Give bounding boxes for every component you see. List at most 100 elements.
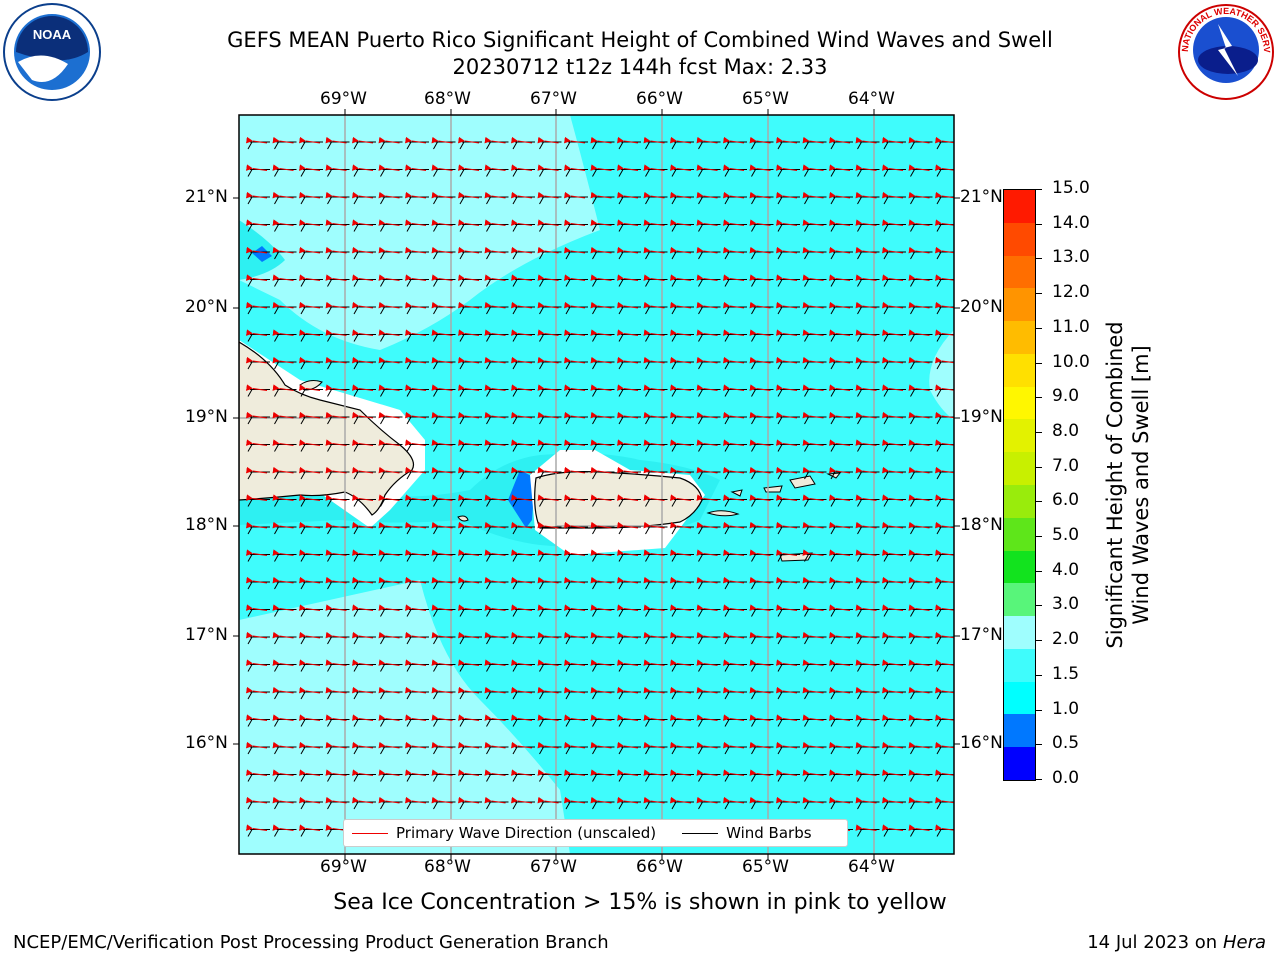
wave-direction-arrow: [245, 411, 268, 419]
wave-direction-arrow: [643, 741, 665, 749]
wave-direction-arrow: [378, 604, 400, 612]
wave-direction-arrow: [828, 439, 851, 447]
colorbar-segment: [1004, 681, 1035, 715]
wave-direction-arrow: [563, 466, 586, 474]
map-tick-marks: [233, 109, 960, 860]
colorbar-tick-label: 1.0: [1052, 698, 1080, 719]
wave-direction-arrow: [351, 686, 374, 694]
wave-direction-arrow: [457, 329, 480, 337]
wave-direction-arrow: [457, 164, 480, 172]
colorbar-tick-mark: [1036, 501, 1042, 503]
wave-direction-arrow: [643, 329, 665, 337]
wave-direction-arrow: [908, 411, 930, 419]
wave-direction-arrow: [749, 769, 771, 777]
wave-direction-arrow: [669, 246, 692, 254]
wave-direction-arrow: [669, 164, 692, 172]
wave-direction-arrow: [404, 384, 427, 392]
wave-direction-arrow: [696, 219, 718, 227]
wave-direction-arrow: [245, 136, 268, 144]
wave-direction-arrow: [802, 301, 824, 309]
light-wave-region-south: [239, 580, 570, 854]
wave-direction-arrow: [669, 521, 692, 529]
wave-direction-arrow: [643, 191, 665, 199]
wave-direction-arrow: [298, 604, 321, 612]
wave-direction-arrow: [325, 796, 347, 804]
wave-direction-arrow: [749, 384, 771, 392]
wave-direction-arrow: [404, 741, 427, 749]
wave-direction-arrow: [351, 439, 374, 447]
wave-direction-arrow: [669, 686, 692, 694]
wave-direction-arrow: [563, 411, 586, 419]
wave-direction-arrow: [643, 356, 665, 364]
wave-direction-arrow: [298, 411, 321, 419]
wave-direction-arrow: [351, 356, 374, 364]
wave-direction-arrow: [590, 549, 612, 557]
wave-direction-arrow: [775, 796, 798, 804]
wave-direction-arrow: [563, 796, 586, 804]
wave-direction-arrow: [616, 411, 639, 419]
wave-direction-arrow: [802, 384, 824, 392]
colorbar-tick-label: 11.0: [1052, 316, 1090, 337]
wave-direction-arrow: [908, 549, 930, 557]
noaa-logo-text: NOAA: [33, 27, 72, 42]
wave-direction-arrow: [484, 576, 506, 584]
wave-direction-arrow: [669, 136, 692, 144]
wave-direction-arrow: [908, 274, 930, 282]
wave-direction-arrow: [404, 604, 427, 612]
wave-direction-arrow: [775, 191, 798, 199]
colorbar-tick-label: 15.0: [1052, 178, 1090, 198]
colorbar-tick-label: 7.0: [1052, 455, 1080, 476]
wave-direction-arrow: [457, 191, 480, 199]
colorbar-segment: [1004, 550, 1035, 584]
wave-direction-arrow: [908, 191, 930, 199]
wave-direction-arrow: [696, 329, 718, 337]
wave-direction-arrow: [616, 191, 639, 199]
wave-direction-arrow: [510, 494, 533, 502]
wave-direction-arrow: [775, 741, 798, 749]
colorbar: [1003, 189, 1036, 781]
wave-direction-arrow: [643, 714, 665, 722]
wave-direction-arrow: [245, 494, 268, 502]
wave-direction-arrow: [298, 824, 321, 832]
wave-direction-arrow: [722, 164, 745, 172]
wave-direction-arrow: [404, 356, 427, 364]
wave-direction-arrow: [616, 796, 639, 804]
wave-direction-arrow: [802, 466, 824, 474]
colorbar-tick-label: 2.0: [1052, 629, 1080, 650]
colorbar-tick-mark: [1036, 327, 1042, 329]
lon-tick-top: 66°W: [636, 89, 683, 109]
wave-direction-arrow: [616, 741, 639, 749]
wave-direction-arrow: [775, 246, 798, 254]
wave-direction-arrow: [510, 356, 533, 364]
wave-direction-arrow: [643, 769, 665, 777]
wave-direction-arrow: [510, 384, 533, 392]
tortola-island: [789, 475, 816, 489]
wave-direction-arrow: [272, 631, 294, 639]
wave-direction-arrow: [404, 466, 427, 474]
wave-direction-arrow: [351, 549, 374, 557]
wave-direction-arrow: [696, 714, 718, 722]
wave-direction-arrow: [775, 439, 798, 447]
wave-direction-arrow: [431, 411, 453, 419]
wave-direction-arrow: [643, 164, 665, 172]
wave-direction-arrow: [563, 494, 586, 502]
wave-direction-arrow: [404, 659, 427, 667]
wave-direction-arrow: [855, 686, 877, 694]
wave-direction-arrow: [855, 521, 877, 529]
wave-direction-arrow: [510, 301, 533, 309]
wave-direction-arrow: [722, 604, 745, 612]
wave-direction-arrow: [749, 329, 771, 337]
wave-direction-arrow: [537, 631, 559, 639]
wave-direction-arrow: [590, 384, 612, 392]
wave-direction-arrow: [590, 329, 612, 337]
wave-direction-arrow: [616, 329, 639, 337]
wave-direction-arrow: [325, 741, 347, 749]
wave-direction-arrow: [696, 604, 718, 612]
colorbar-tick-label: 6.0: [1052, 490, 1080, 511]
wave-direction-arrow: [351, 164, 374, 172]
wave-direction-arrow: [245, 769, 268, 777]
wave-direction-arrow: [378, 136, 400, 144]
wave-direction-arrow: [537, 219, 559, 227]
wave-direction-arrow: [908, 659, 930, 667]
lat-tick-left: 21°N: [185, 187, 228, 207]
